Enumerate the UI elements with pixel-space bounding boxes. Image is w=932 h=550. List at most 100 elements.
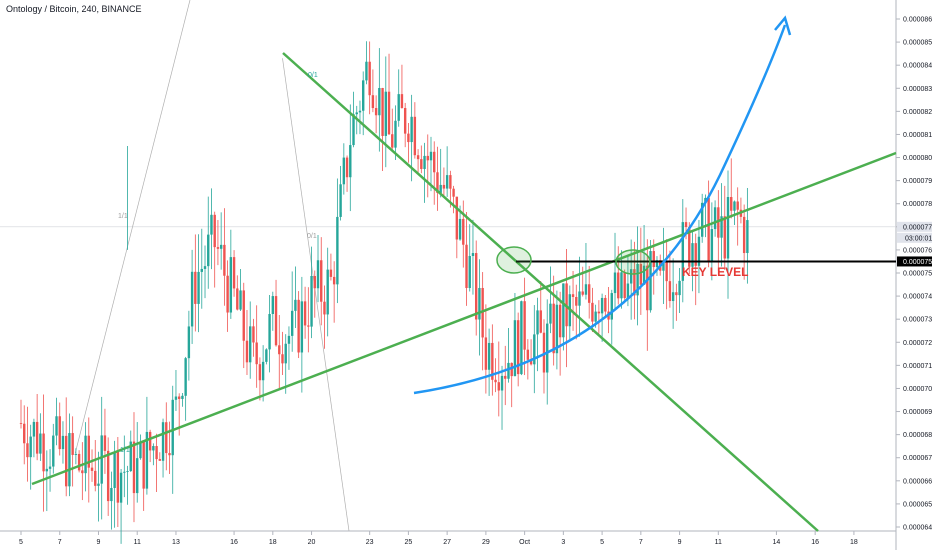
candle-body xyxy=(478,287,481,320)
candle-body xyxy=(394,120,397,148)
candle-body xyxy=(691,243,694,267)
candle-body xyxy=(387,91,391,135)
candle-body xyxy=(148,431,152,451)
candle-body xyxy=(339,184,342,217)
candle-body xyxy=(87,435,90,468)
candle-body xyxy=(504,375,507,379)
candle-body xyxy=(378,88,381,116)
candle-body xyxy=(684,222,688,228)
candle-body xyxy=(629,269,633,284)
candle-body xyxy=(413,116,417,156)
candle-body xyxy=(507,362,510,379)
candle-body xyxy=(342,157,346,185)
candle-body xyxy=(300,301,304,353)
candle-body xyxy=(426,155,429,161)
candle-body xyxy=(258,364,262,381)
candle-body xyxy=(336,216,339,285)
projection-arrowhead xyxy=(774,15,792,36)
candle-body xyxy=(100,435,103,484)
candle-body xyxy=(626,283,630,299)
candle-body xyxy=(58,416,61,450)
candle-body xyxy=(332,276,336,285)
candle-body xyxy=(232,257,236,289)
candle-body xyxy=(245,340,249,363)
x-tick-label: 7 xyxy=(58,539,62,546)
candle-body xyxy=(103,435,107,451)
candle-body xyxy=(742,216,746,254)
candle-body xyxy=(526,349,530,360)
candle-body xyxy=(384,91,388,136)
candle-body xyxy=(717,207,720,238)
candle-body xyxy=(303,301,307,326)
candle-body xyxy=(126,471,129,472)
candle-body xyxy=(249,326,252,363)
x-tick-label: 20 xyxy=(308,539,316,546)
candle-body xyxy=(349,145,352,178)
candle-body xyxy=(397,94,400,121)
candle-body xyxy=(403,108,407,134)
candle-body xyxy=(177,396,181,399)
candle-body xyxy=(681,222,685,281)
candle-body xyxy=(119,472,123,503)
candle-body xyxy=(371,95,375,109)
candle-body xyxy=(81,470,84,474)
x-tick-label: 14 xyxy=(773,539,781,546)
candle-body xyxy=(646,265,649,311)
candle-body xyxy=(497,382,500,391)
candle-body xyxy=(675,292,678,296)
candle-body xyxy=(423,155,426,169)
candle-body xyxy=(165,422,168,454)
x-tick-label: 29 xyxy=(482,539,490,546)
candle-body xyxy=(313,275,316,289)
candle-body xyxy=(668,281,672,302)
candle-body xyxy=(158,459,162,461)
candle-body xyxy=(584,284,588,295)
candle-body xyxy=(439,184,442,193)
candle-body xyxy=(281,354,284,364)
candle-body xyxy=(555,304,559,354)
candle-body xyxy=(265,349,268,362)
candle-body xyxy=(436,172,439,193)
candle-body xyxy=(61,435,65,450)
candle-body xyxy=(287,335,291,344)
candle-body xyxy=(106,450,110,502)
candle-body xyxy=(268,313,271,350)
candle-body xyxy=(368,61,371,96)
candle-body xyxy=(484,337,488,370)
x-tick-label: 18 xyxy=(269,539,277,546)
candle-body xyxy=(513,320,517,377)
candle-body xyxy=(64,435,68,487)
candle-body xyxy=(707,197,710,263)
candle-body xyxy=(207,234,210,267)
candle-body xyxy=(407,133,410,143)
countdown-tag: 03:00:01 xyxy=(905,235,932,242)
candle-body xyxy=(465,244,468,289)
x-tick-label: 11 xyxy=(715,539,722,546)
candle-body xyxy=(184,358,187,396)
candle-body xyxy=(636,264,639,296)
candle-body xyxy=(536,310,539,335)
candle-body xyxy=(139,441,142,459)
candle-body xyxy=(307,325,310,327)
candle-body xyxy=(294,299,297,311)
candle-body xyxy=(329,269,333,277)
breakout-circle-left xyxy=(496,246,532,274)
candle-body xyxy=(529,359,533,365)
candle-body xyxy=(358,110,362,113)
candle-body xyxy=(487,342,491,370)
candle-body xyxy=(152,446,155,451)
candle-body xyxy=(374,108,378,116)
candle-body xyxy=(229,257,233,313)
